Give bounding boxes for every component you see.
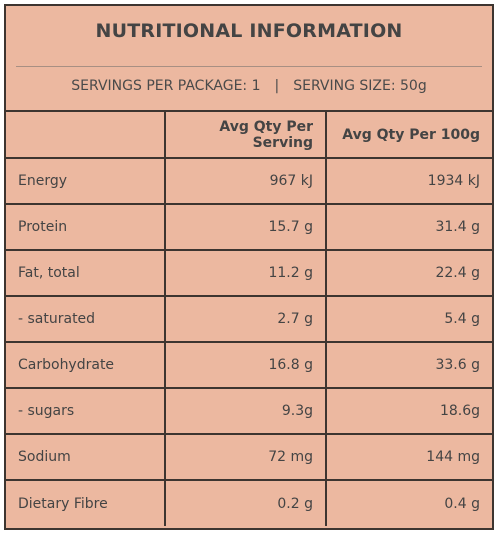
nutrition-table: Avg Qty Per Serving Avg Qty Per 100g Ene…: [6, 112, 492, 526]
table-row: Carbohydrate 16.8 g 33.6 g: [6, 342, 492, 389]
servings-line: SERVINGS PER PACKAGE: 1 | SERVING SIZE: 50…: [6, 78, 492, 94]
per-100g-value: 22.4 g: [326, 250, 492, 297]
per-serving-value: 9.3g: [165, 388, 327, 435]
table-row: Fat, total 11.2 g 22.4 g: [6, 250, 492, 297]
per-100g-value: 1934 kJ: [326, 158, 492, 205]
nutrient-name: - saturated: [6, 296, 166, 343]
per-serving-value: 15.7 g: [165, 204, 327, 251]
nutrition-panel: NUTRITIONAL INFORMATION SERVINGS PER PAC…: [4, 4, 494, 530]
nutrient-name: Dietary Fibre: [6, 480, 166, 526]
table-row: Sodium 72 mg 144 mg: [6, 434, 492, 481]
nutrient-name: Carbohydrate: [6, 342, 166, 389]
per-100g-value: 33.6 g: [326, 342, 492, 389]
table-row: Dietary Fibre 0.2 g 0.4 g: [6, 480, 492, 526]
per-serving-value: 11.2 g: [165, 250, 327, 297]
per-serving-value: 0.2 g: [165, 480, 327, 526]
per-100g-value: 31.4 g: [326, 204, 492, 251]
per-100g-value: 144 mg: [326, 434, 492, 481]
table-row: Protein 15.7 g 31.4 g: [6, 204, 492, 251]
nutrient-name: Protein: [6, 204, 166, 251]
per-serving-value: 72 mg: [165, 434, 327, 481]
column-header-per-serving: Avg Qty Per Serving: [165, 112, 327, 159]
table-row: - saturated 2.7 g 5.4 g: [6, 296, 492, 343]
header-divider: [16, 66, 482, 67]
servings-separator: |: [274, 78, 280, 94]
nutrient-name: Sodium: [6, 434, 166, 481]
nutrient-name: Energy: [6, 158, 166, 205]
per-100g-value: 0.4 g: [444, 495, 480, 512]
column-header-nutrient: [6, 112, 166, 159]
nutrient-name: - sugars: [6, 388, 166, 435]
table-row: - sugars 9.3g 18.6g: [6, 388, 492, 435]
panel-header: NUTRITIONAL INFORMATION SERVINGS PER PAC…: [6, 6, 492, 112]
per-100g-value: 18.6g: [326, 388, 492, 435]
servings-per-package: SERVINGS PER PACKAGE: 1: [71, 78, 261, 94]
nutrient-name: Fat, total: [6, 250, 166, 297]
table-row: Energy 967 kJ 1934 kJ: [6, 158, 492, 205]
table-header-row: Avg Qty Per Serving Avg Qty Per 100g: [6, 112, 492, 159]
per-serving-value: 2.7 g: [165, 296, 327, 343]
panel-title: NUTRITIONAL INFORMATION: [95, 20, 403, 42]
serving-size: SERVING SIZE: 50g: [293, 78, 427, 94]
column-header-per-100g: Avg Qty Per 100g: [326, 112, 492, 159]
per-serving-value: 967 kJ: [165, 158, 327, 205]
per-serving-value: 16.8 g: [165, 342, 327, 389]
per-100g-value: 5.4 g: [326, 296, 492, 343]
